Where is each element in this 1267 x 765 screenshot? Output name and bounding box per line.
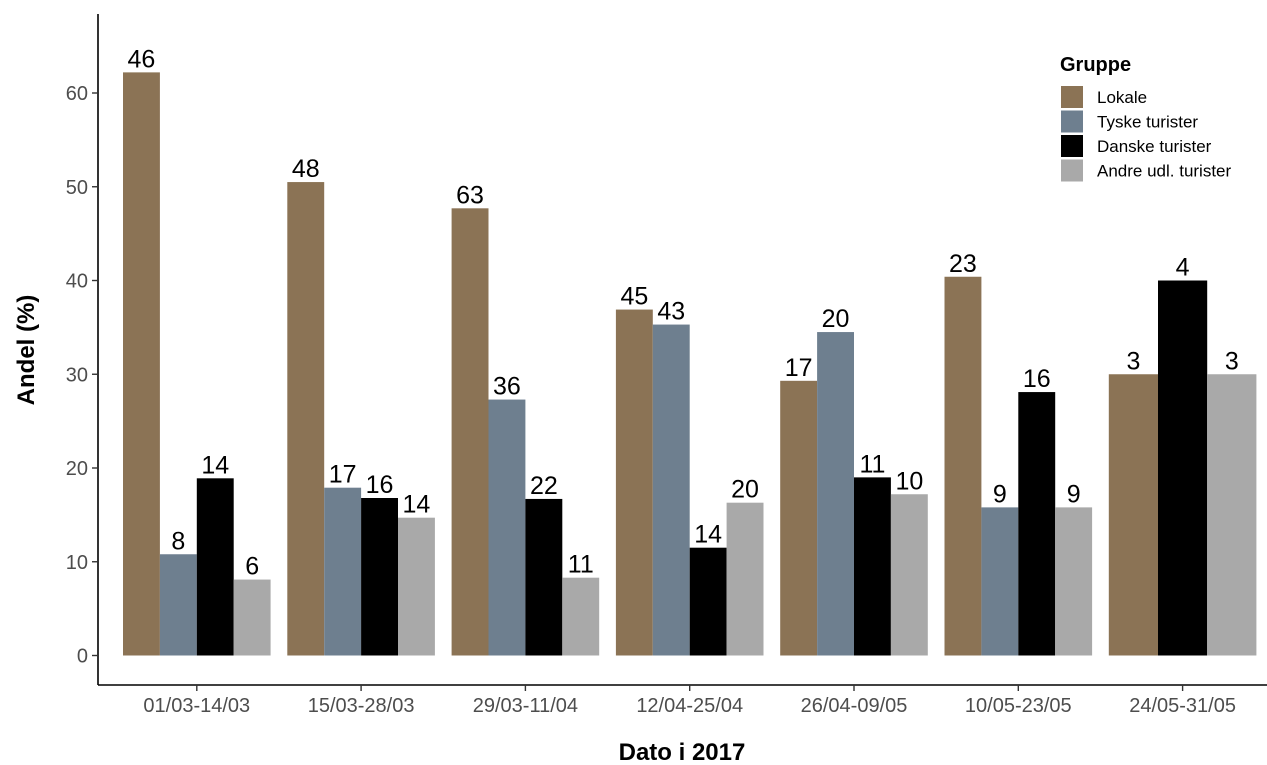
bar-andre-udl-turister bbox=[1055, 507, 1093, 656]
legend-key-danske-turister bbox=[1061, 135, 1083, 157]
bar-danske-turister bbox=[854, 477, 891, 656]
bar-danske-turister bbox=[1018, 392, 1056, 656]
y-tick-label: 20 bbox=[66, 458, 88, 480]
bar-value-label: 20 bbox=[822, 305, 850, 333]
bar-tyske-turister bbox=[488, 399, 526, 656]
legend-label: Tyske turister bbox=[1097, 113, 1198, 132]
x-tick-label: 15/03-28/03 bbox=[308, 695, 415, 717]
bar-andre-udl-turister bbox=[233, 579, 271, 656]
x-tick-label: 10/05-23/05 bbox=[965, 695, 1072, 717]
x-tick-label: 26/04-09/05 bbox=[801, 695, 908, 717]
bar-lokale bbox=[615, 309, 653, 656]
legend: Gruppe Lokale Tyske turister Danske turist… bbox=[1060, 54, 1232, 182]
bar-value-label: 8 bbox=[171, 527, 185, 555]
bar-value-label: 11 bbox=[568, 551, 594, 579]
bar-danske-turister bbox=[196, 478, 234, 656]
bar-value-label: 17 bbox=[785, 354, 813, 382]
y-axis-title: Andel (%) bbox=[13, 295, 40, 406]
bar-value-label: 4 bbox=[1176, 254, 1190, 282]
bar-andre-udl-turister bbox=[890, 494, 928, 656]
bar-value-label: 36 bbox=[493, 373, 521, 401]
bar-value-label: 10 bbox=[895, 467, 923, 495]
x-tick-label: 24/05-31/05 bbox=[1129, 695, 1236, 717]
legend-key-lokale bbox=[1061, 86, 1083, 108]
y-tick-label: 0 bbox=[77, 646, 88, 668]
y-tick-label: 10 bbox=[66, 552, 88, 574]
bar-danske-turister bbox=[361, 498, 398, 656]
legend-label: Andre udl. turister bbox=[1097, 162, 1232, 181]
bar-tyske-turister bbox=[652, 324, 690, 656]
bar-value-label: 3 bbox=[1225, 347, 1239, 375]
bar-andre-udl-turister bbox=[726, 502, 764, 656]
bar-value-label: 16 bbox=[1023, 365, 1051, 393]
bar-tyske-turister bbox=[817, 332, 854, 656]
bar-value-label: 63 bbox=[456, 181, 484, 209]
x-tick-label: 12/04-25/04 bbox=[636, 695, 743, 717]
bar-value-label: 14 bbox=[201, 451, 229, 479]
y-ticks: 0 10 20 30 40 50 60 bbox=[66, 83, 98, 668]
bar-value-label: 3 bbox=[1126, 347, 1140, 375]
bar-value-label: 17 bbox=[329, 461, 357, 489]
bar-danske-turister bbox=[689, 547, 727, 656]
bar-value-label: 6 bbox=[245, 553, 259, 581]
bar-value-label: 46 bbox=[128, 45, 156, 73]
bar-value-label: 14 bbox=[403, 491, 431, 519]
bar-lokale bbox=[944, 276, 982, 656]
bar-value-label: 48 bbox=[292, 155, 320, 183]
bar-tyske-turister bbox=[324, 487, 362, 656]
legend-key-tyske-turister bbox=[1061, 110, 1083, 133]
x-tick-label: 01/03-14/03 bbox=[143, 695, 250, 717]
bar-danske-turister bbox=[525, 498, 563, 656]
bar-value-label: 45 bbox=[620, 283, 648, 311]
bar-value-label: 43 bbox=[657, 298, 685, 326]
bar-tyske-turister bbox=[981, 507, 1019, 656]
x-tick-label: 29/03-11/04 bbox=[473, 695, 578, 717]
bar-lokale bbox=[780, 380, 818, 656]
y-tick-label: 60 bbox=[66, 83, 88, 105]
bar-danske-turister bbox=[1158, 280, 1208, 656]
bar-lokale bbox=[1108, 374, 1158, 656]
bar-andre-udl-turister bbox=[398, 517, 435, 656]
x-axis-title: Dato i 2017 bbox=[619, 739, 746, 765]
bar-value-label: 23 bbox=[949, 250, 977, 278]
y-tick-label: 50 bbox=[66, 177, 88, 199]
legend-label: Lokale bbox=[1097, 88, 1147, 107]
bar-andre-udl-turister bbox=[562, 577, 600, 656]
bar-value-label: 9 bbox=[993, 480, 1007, 508]
bar-tyske-turister bbox=[159, 554, 197, 656]
bar-value-label: 20 bbox=[731, 476, 759, 504]
legend-title: Gruppe bbox=[1060, 54, 1131, 76]
bar-lokale bbox=[123, 72, 160, 656]
bar-value-label: 14 bbox=[694, 521, 722, 549]
bar-value-label: 22 bbox=[530, 472, 558, 500]
x-ticks: 01/03-14/03 15/03-28/03 29/03-11/04 12/04-2… bbox=[143, 685, 1236, 717]
legend-items: Lokale Tyske turister Danske turister Andre… bbox=[1061, 86, 1232, 182]
bar-andre-udl-turister bbox=[1207, 374, 1257, 656]
bar-lokale bbox=[451, 208, 489, 656]
bar-value-label: 9 bbox=[1067, 480, 1081, 508]
bars-layer bbox=[123, 72, 1257, 656]
y-tick-label: 40 bbox=[66, 271, 88, 293]
y-tick-label: 30 bbox=[66, 364, 88, 386]
legend-key-andre-udl-turister bbox=[1061, 159, 1083, 182]
bar-value-label: 11 bbox=[859, 450, 885, 478]
bar-value-label: 16 bbox=[366, 471, 394, 499]
bar-lokale bbox=[287, 182, 325, 656]
legend-label: Danske turister bbox=[1097, 137, 1212, 156]
